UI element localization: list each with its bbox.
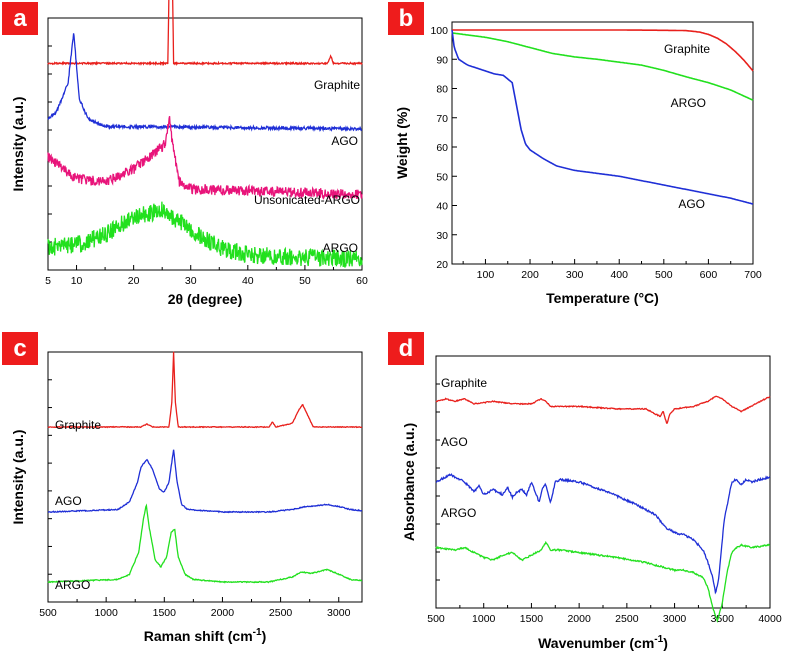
x-tick-label: 700: [744, 269, 762, 281]
curve-label-graphite: Graphite: [441, 376, 487, 390]
x-tick-label: 100: [477, 269, 495, 281]
series-line-argo: [435, 540, 771, 624]
x-tick-label: 3000: [327, 607, 351, 619]
y-tick-label: 100: [430, 25, 448, 37]
x-tick-label: 60: [356, 275, 368, 287]
x-tick-label: 50: [299, 275, 311, 287]
y-tick-label: 70: [436, 113, 448, 125]
x-axis-label: Temperature (°C): [546, 290, 659, 306]
x-tick-label: 500: [655, 269, 673, 281]
x-tick-label: 300: [566, 269, 584, 281]
x-tick-label: 400: [610, 269, 628, 281]
x-tick-label: 40: [242, 275, 254, 287]
x-tick-label: 600: [700, 269, 718, 281]
plot-frame: [451, 21, 754, 265]
plot-frame: [47, 351, 363, 603]
curve-label-ago: AGO: [331, 134, 358, 148]
y-tick-label: 80: [436, 84, 448, 96]
panel-c: 500 1000 1500 2000 2500 3000 Graphite AGO ARGO: [39, 351, 363, 619]
y-tick-label: 20: [436, 259, 448, 271]
series-line-ago: [435, 473, 771, 595]
series-line-argo: [47, 503, 363, 584]
x-tick-label: 500: [427, 613, 445, 625]
curve-label-unsonicated-argo: Unsonicated-ARGO: [254, 193, 360, 207]
series-line-unsonicated-argo: [47, 115, 363, 201]
panel-a-badge: a: [2, 2, 38, 35]
series-line-ago: [451, 29, 754, 205]
y-axis-label: Intensity (a.u.): [10, 97, 26, 192]
curve-label-ago: AGO: [678, 197, 705, 211]
curve-label-argo: ARGO: [441, 506, 476, 520]
x-tick-label: 4000: [758, 613, 782, 625]
x-axis-label: Raman shift (cm-1): [144, 627, 267, 644]
y-tick-label: 90: [436, 54, 448, 66]
x-tick-label: 3000: [663, 613, 687, 625]
y-axis-label: Intensity (a.u.): [10, 430, 26, 525]
x-tick-label: 30: [185, 275, 197, 287]
y-axis-label: Weight (%): [394, 107, 410, 179]
panel-a: 10 20 30 40 50 60 5 Graphite AGO Unsonicated-ARGO…: [45, 0, 368, 287]
x-tick-label: 1000: [94, 607, 118, 619]
curve-label-graphite: Graphite: [55, 418, 101, 432]
series-line-argo: [47, 201, 363, 268]
curve-label-ago: AGO: [441, 435, 468, 449]
series-line-graphite: [47, 351, 363, 429]
panel-d: 500 1000 1500 2000 2500 3000 3500 4000 Graphite A…: [427, 355, 782, 625]
series-line-ago: [47, 449, 363, 514]
panel-b-badge: b: [388, 2, 424, 35]
x-axis-label: Wavenumber (cm-1): [538, 634, 668, 651]
x-tick-label: 2500: [269, 607, 293, 619]
panel-c-badge: c: [2, 332, 38, 365]
series-line-graphite: [452, 29, 754, 72]
x-tick-label: 1500: [153, 607, 177, 619]
series-line-ago: [47, 33, 363, 133]
series-line-argo: [451, 32, 754, 101]
curve-label-argo: ARGO: [323, 241, 358, 255]
x-tick-label: 2000: [211, 607, 235, 619]
x-tick-label: 500: [39, 607, 57, 619]
series-line-graphite: [47, 0, 363, 67]
y-tick-label: 60: [436, 142, 448, 154]
x-tick-label: 3500: [711, 613, 735, 625]
x-tick-label: 10: [71, 275, 83, 287]
x-tick-label: 1000: [472, 613, 496, 625]
plot-frame: [47, 17, 363, 271]
y-axis-label: Absorbance (a.u.): [401, 423, 417, 541]
x-tick-label: 200: [521, 269, 539, 281]
x-tick-label: 20: [128, 275, 140, 287]
curve-label-graphite: Graphite: [314, 78, 360, 92]
panel-b: 100 200 300 400 500 600 700 20 30 40 50 60 70 80 90 100…: [430, 21, 762, 281]
panel-d-badge: d: [388, 332, 424, 365]
x-tick-label: 2500: [615, 613, 639, 625]
series-line-graphite: [435, 395, 771, 424]
y-tick-label: 30: [436, 230, 448, 242]
curve-label-ago: AGO: [55, 494, 82, 508]
curve-label-graphite: Graphite: [664, 42, 710, 56]
y-tick-label: 50: [436, 171, 448, 183]
curve-label-argo: ARGO: [671, 96, 706, 110]
x-tick-label: 1500: [520, 613, 544, 625]
x-tick-label: 2000: [567, 613, 591, 625]
y-tick-label: 40: [436, 201, 448, 213]
x-axis-label: 2θ (degree): [168, 291, 242, 307]
curve-label-argo: ARGO: [55, 578, 90, 592]
x-tick-label-start: 5: [45, 275, 51, 287]
